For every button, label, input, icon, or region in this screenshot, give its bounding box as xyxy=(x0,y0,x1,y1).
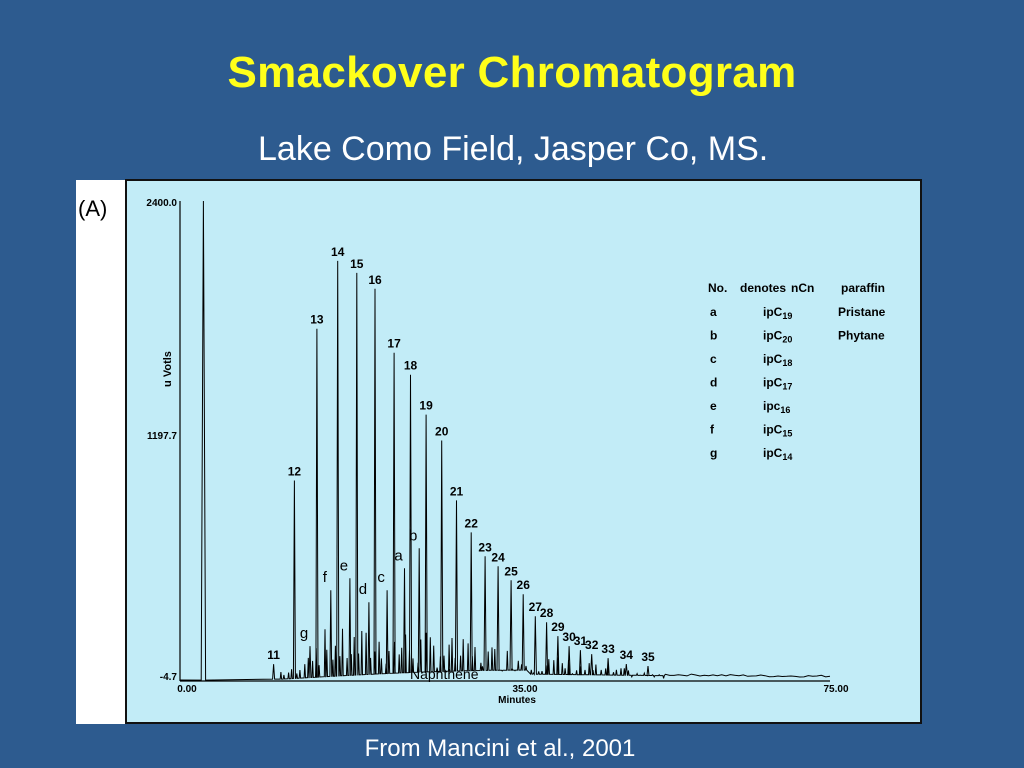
legend-name-a: Pristane xyxy=(838,305,886,319)
x-axis-title: Minutes xyxy=(498,695,536,706)
legend-compound-a: ipC19 xyxy=(763,305,792,321)
peak-label-22: 22 xyxy=(465,516,479,530)
legend-name-b: Phytane xyxy=(838,329,885,343)
peak-label-15: 15 xyxy=(350,257,364,271)
compound-legend: No. denotes nCn paraffin a ipC19 Pristane b ipC2… xyxy=(708,281,886,462)
legend-header-0: No. xyxy=(708,281,727,295)
peak-label-20: 20 xyxy=(435,425,449,439)
legend-compound-d: ipC17 xyxy=(763,376,792,392)
peak-label-30: 30 xyxy=(562,630,576,644)
slide-title: Smackover Chromatogram xyxy=(227,48,797,97)
peak-label-28: 28 xyxy=(540,606,554,620)
peak-label-34: 34 xyxy=(620,648,634,662)
isoprenoid-label-b: b xyxy=(409,527,417,544)
peak-label-31: 31 xyxy=(574,634,588,648)
legend-key-d: d xyxy=(710,376,717,390)
isoprenoid-label-a: a xyxy=(394,547,403,564)
chromatogram-chart: 2400.0 1197.7 -4.7 0.00 35.00 75.00 Minu… xyxy=(146,198,886,706)
legend-compound-e: ipc16 xyxy=(763,399,790,415)
legend-key-c: c xyxy=(710,352,717,366)
naphthene-annotation: Naphthene xyxy=(410,666,479,682)
peak-label-35: 35 xyxy=(641,650,655,664)
chromatogram-trace xyxy=(179,200,831,681)
x-tick-label-start: 0.00 xyxy=(177,684,197,695)
peak-label-17: 17 xyxy=(387,337,401,351)
peak-label-19: 19 xyxy=(419,399,433,413)
legend-key-b: b xyxy=(710,329,717,343)
peak-label-21: 21 xyxy=(450,484,464,498)
x-tick-label-end: 75.00 xyxy=(823,684,848,695)
peak-label-33: 33 xyxy=(601,642,615,656)
legend-key-e: e xyxy=(710,399,717,413)
legend-header-3: paraffin xyxy=(841,281,885,295)
peak-label-29: 29 xyxy=(551,620,565,634)
legend-compound-c: ipC18 xyxy=(763,352,792,368)
legend-compound-b: ipC20 xyxy=(763,329,792,345)
legend-compound-f: ipC15 xyxy=(763,423,792,439)
peak-label-23: 23 xyxy=(478,540,492,554)
peak-label-18: 18 xyxy=(404,359,418,373)
panel-label: (A) xyxy=(78,196,108,221)
peak-label-32: 32 xyxy=(585,638,599,652)
label-strip xyxy=(76,180,126,724)
peak-label-26: 26 xyxy=(517,578,531,592)
y-axis-title: u Votls xyxy=(162,351,174,387)
isoprenoid-label-g: g xyxy=(300,625,308,642)
y-tick-label-top: 2400.0 xyxy=(146,198,177,209)
isoprenoid-label-e: e xyxy=(340,557,348,574)
isoprenoid-label-f: f xyxy=(323,569,328,586)
y-tick-label-mid: 1197.7 xyxy=(147,431,177,442)
isoprenoid-label-c: c xyxy=(377,569,385,586)
peak-label-11: 11 xyxy=(267,648,280,662)
peak-label-24: 24 xyxy=(491,550,505,564)
peak-label-27: 27 xyxy=(529,600,543,614)
source-caption: From Mancini et al., 2001 xyxy=(364,735,636,762)
legend-header-1: denotes xyxy=(740,281,786,295)
slide-subtitle: Lake Como Field, Jasper Co, MS. xyxy=(258,130,769,168)
legend-key-a: a xyxy=(710,305,717,319)
legend-key-f: f xyxy=(710,423,715,437)
peak-label-12: 12 xyxy=(288,465,302,479)
legend-key-g: g xyxy=(710,446,717,460)
isoprenoid-label-d: d xyxy=(359,581,367,598)
peak-label-16: 16 xyxy=(368,273,382,287)
x-tick-label-mid: 35.00 xyxy=(512,684,537,695)
legend-compound-g: ipC14 xyxy=(763,446,792,462)
y-tick-label-bottom: -4.7 xyxy=(160,672,178,683)
peaks: 1112131415161718192021222324252627282930… xyxy=(267,245,655,664)
peak-label-13: 13 xyxy=(310,313,324,327)
peak-label-14: 14 xyxy=(331,245,345,259)
axes: 2400.0 1197.7 -4.7 0.00 35.00 75.00 Minu… xyxy=(146,198,849,706)
peak-label-25: 25 xyxy=(504,564,518,578)
legend-header-2: nCn xyxy=(791,281,814,295)
